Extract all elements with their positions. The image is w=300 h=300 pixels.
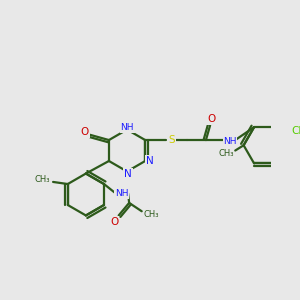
Text: CH₃: CH₃ — [143, 210, 159, 219]
Text: N: N — [146, 156, 153, 166]
Text: CH₃: CH₃ — [218, 149, 234, 158]
Text: S: S — [168, 135, 175, 145]
Text: NH: NH — [115, 189, 129, 198]
Text: CH₃: CH₃ — [35, 175, 50, 184]
Text: O: O — [81, 127, 89, 137]
Text: NH: NH — [120, 123, 134, 132]
Text: O: O — [207, 114, 215, 124]
Text: N: N — [124, 169, 132, 178]
Text: Cl: Cl — [292, 126, 300, 136]
Text: NH: NH — [223, 136, 237, 146]
Text: O: O — [110, 217, 118, 227]
